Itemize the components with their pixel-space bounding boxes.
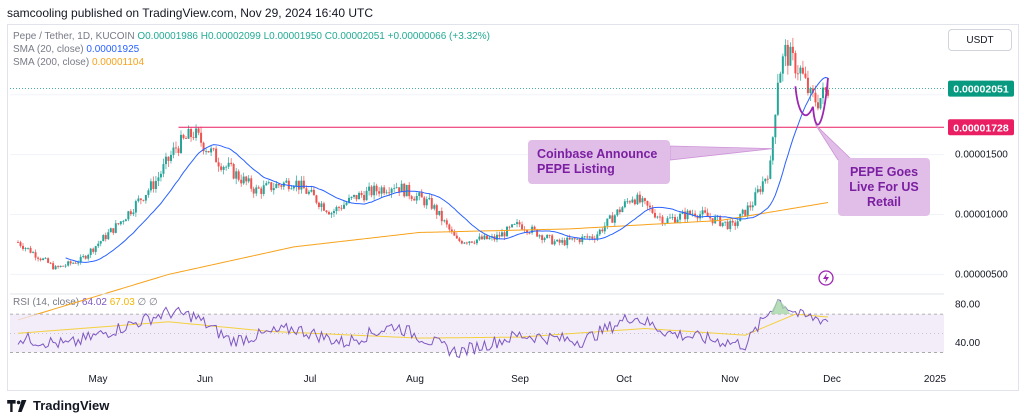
rsi-label: RSI (14, close) bbox=[13, 297, 80, 308]
rsi-value: 64.02 bbox=[81, 297, 107, 308]
ohlc-change: +0.00000066 (+3.32%) bbox=[387, 31, 490, 42]
footer-brand: TradingView bbox=[7, 398, 109, 413]
chart-legend: Pepe / Tether, 1D, KUCOIN O0.00001986 H0… bbox=[13, 30, 490, 69]
currency-button[interactable]: USDT bbox=[948, 29, 1012, 51]
sma200-label: SMA (200, close) bbox=[13, 57, 90, 68]
ohlc-low: L0.00001950 bbox=[263, 31, 322, 42]
ohlc-close: C0.00002051 bbox=[324, 31, 385, 42]
rsi-legend: RSI (14, close) 64.02 67.03 ∅ ∅ bbox=[13, 297, 158, 308]
tradingview-logo-icon bbox=[7, 399, 27, 412]
sma20-label: SMA (20, close) bbox=[13, 44, 84, 55]
rsi-extra: ∅ ∅ bbox=[137, 297, 158, 308]
chart-frame bbox=[7, 24, 1019, 391]
rsi-ma-value: 67.03 bbox=[109, 297, 135, 308]
symbol-label: Pepe / Tether, 1D, KUCOIN bbox=[13, 31, 135, 42]
ohlc-open: O0.00001986 bbox=[137, 31, 198, 42]
ohlc-high: H0.00002099 bbox=[200, 31, 261, 42]
footer-brand-label: TradingView bbox=[33, 398, 110, 413]
sma20-value: 0.00001925 bbox=[86, 44, 140, 55]
publish-header: samcooling published on TradingView.com,… bbox=[7, 6, 373, 20]
sma200-value: 0.00001104 bbox=[91, 57, 145, 68]
